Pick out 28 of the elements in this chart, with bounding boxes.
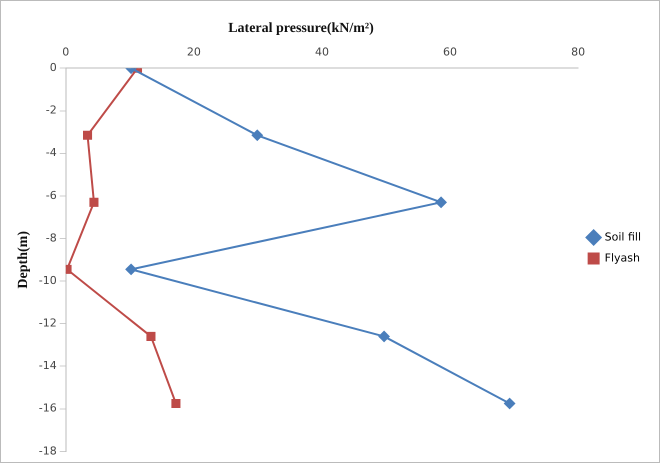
y-tick-label: -18 bbox=[38, 444, 57, 458]
y-tick-label: -10 bbox=[38, 274, 57, 287]
legend-label: Flyash bbox=[604, 251, 640, 264]
y-axis-title: Depth(m) bbox=[16, 230, 32, 289]
point bbox=[83, 130, 92, 140]
legend-label: Soil fill bbox=[604, 230, 642, 244]
point bbox=[378, 330, 390, 342]
y-tick-label: -8 bbox=[46, 231, 57, 244]
x-tick-label: 60 bbox=[443, 45, 458, 58]
x-tick-label: 0 bbox=[62, 45, 70, 58]
y-tick-label: 0 bbox=[50, 61, 57, 74]
x-tick-label: 40 bbox=[314, 45, 329, 58]
y-tick-label: -2 bbox=[46, 104, 57, 117]
point bbox=[171, 398, 180, 408]
y-tick-label: -6 bbox=[46, 188, 57, 202]
point bbox=[126, 264, 137, 275]
chart-title: Lateral pressure(kN/m²) bbox=[227, 21, 375, 37]
y-tick-label: -12 bbox=[38, 316, 57, 330]
y-tick-label: -4 bbox=[46, 146, 57, 160]
point bbox=[89, 198, 98, 207]
y-tick-label: -16 bbox=[38, 402, 57, 415]
point bbox=[252, 130, 263, 141]
point bbox=[504, 398, 516, 409]
point bbox=[146, 332, 156, 341]
point bbox=[436, 196, 447, 208]
y-tick-label: -14 bbox=[38, 359, 57, 372]
x-tick-label: 20 bbox=[186, 45, 201, 58]
x-tick-label: 80 bbox=[571, 45, 586, 58]
